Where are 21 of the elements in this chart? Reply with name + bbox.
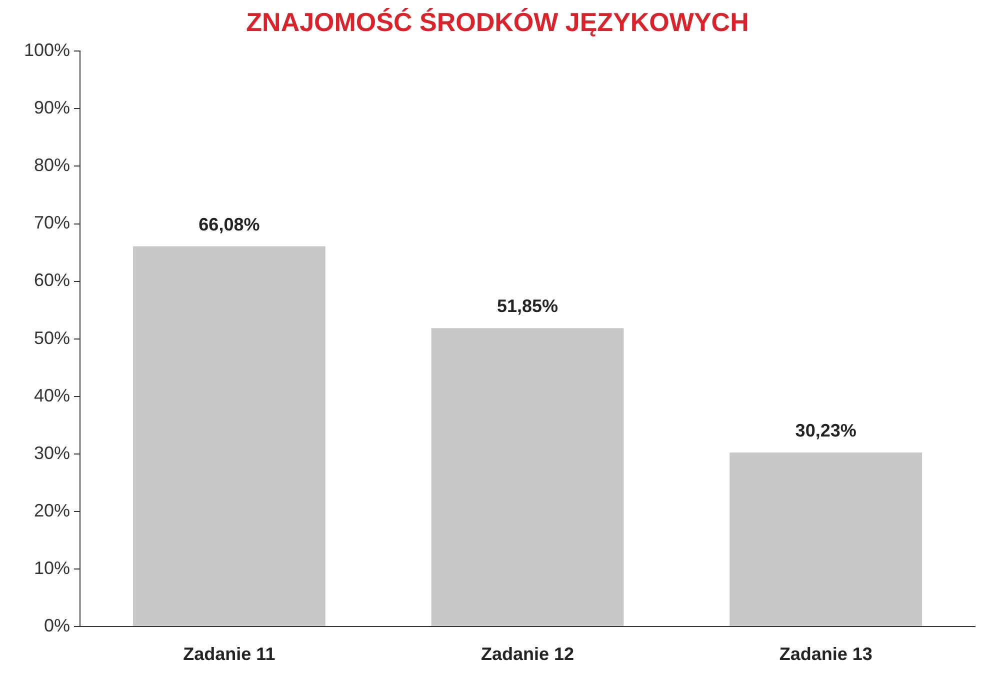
- y-tick-label: 70%: [34, 212, 70, 233]
- y-tick-label: 90%: [34, 98, 70, 118]
- y-tick-label: 80%: [34, 155, 70, 176]
- data-label: 30,23%: [795, 420, 856, 440]
- y-tick-label: 60%: [34, 270, 70, 290]
- y-tick-label: 0%: [44, 615, 70, 636]
- y-tick-label: 50%: [34, 328, 70, 348]
- data-label: 51,85%: [496, 296, 558, 316]
- bar: [132, 246, 326, 626]
- bar: [431, 328, 624, 626]
- x-tick-label: Zadanie 11: [183, 644, 276, 664]
- y-tick-label: 30%: [34, 442, 70, 463]
- bar: [730, 452, 922, 626]
- x-tick-label: Zadanie 12: [480, 644, 574, 664]
- y-tick-label: 20%: [34, 500, 70, 520]
- y-tick-label: 100%: [24, 40, 70, 60]
- y-tick-label: 10%: [34, 558, 70, 578]
- data-label: 66,08%: [198, 214, 260, 234]
- y-tick-label: 40%: [34, 385, 70, 406]
- x-tick-label: Zadanie 13: [779, 644, 872, 664]
- chart-title: ZNAJOMOŚĆ ŚRODKÓW JĘZYKOWYCH: [246, 6, 749, 37]
